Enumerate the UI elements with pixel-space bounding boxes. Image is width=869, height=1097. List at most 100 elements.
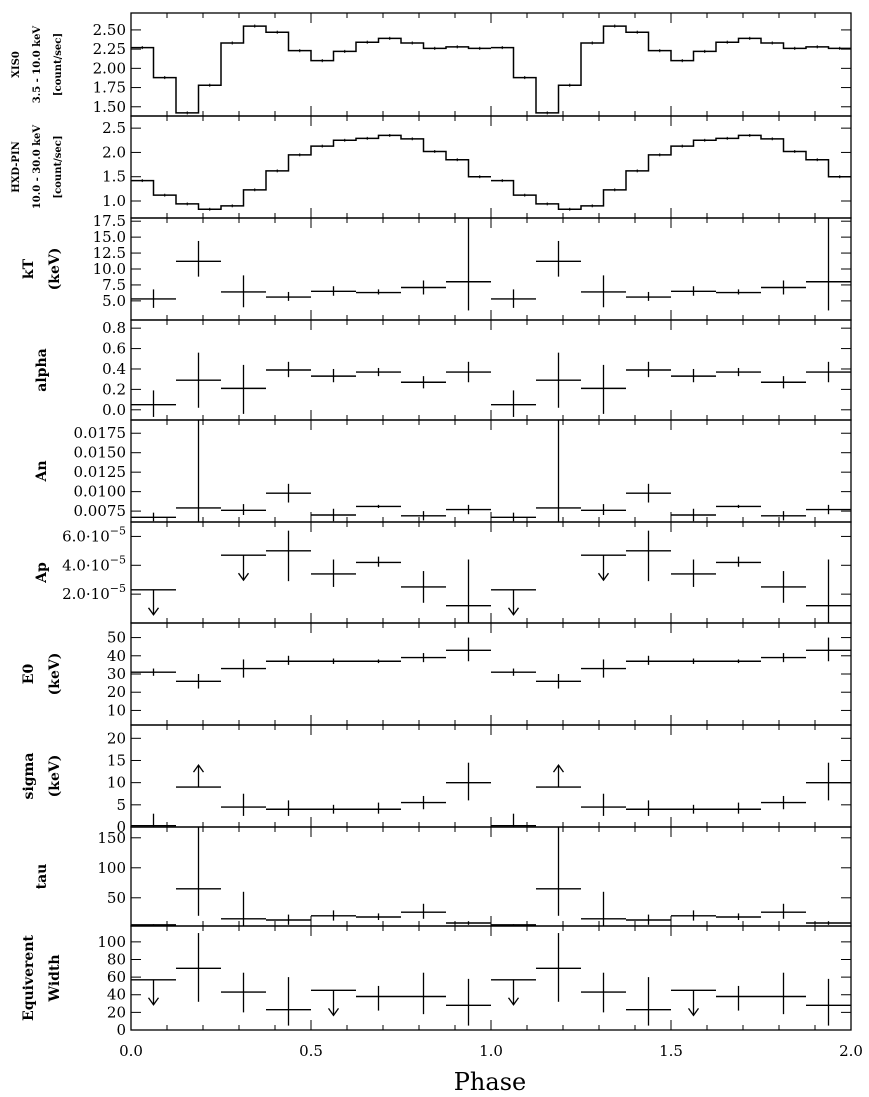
y-tick-label: 0.4 [102, 360, 126, 378]
y-tick-label: 100 [97, 859, 126, 877]
y-axis-label: (keV) [47, 755, 63, 798]
y-tick-label: 2.0·10−5 [62, 582, 126, 603]
x-tick-label: 0.5 [299, 1042, 323, 1060]
histogram-line [131, 134, 491, 211]
y-tick-label: 0.0075 [74, 502, 127, 520]
y-tick-label: 80 [107, 950, 126, 968]
panel-hxd-pin: 1.0 1.5 2.0 2.5 HXD-PIN 10.0 - 30.0 keV [count… [11, 115, 852, 219]
panel-alpha: 0.0 0.2 0.4 0.6 0.8 alpha [34, 319, 852, 421]
upper-limit-arrowhead [147, 607, 160, 616]
y-tick-label: 1.75 [93, 79, 126, 97]
upper-limit-arrowhead [327, 1007, 340, 1017]
y-tick-label: 15.0 [93, 228, 126, 246]
y-axis-label: sigma [21, 753, 37, 800]
upper-limit-arrowhead [507, 997, 520, 1006]
y-tick-label: 0.0150 [74, 444, 127, 462]
y-tick-label: 1.0 [102, 192, 126, 210]
y-tick-label: 0.0175 [74, 424, 127, 442]
y-axis-label: [count/sec] [53, 33, 64, 96]
histogram-line [491, 25, 851, 114]
y-tick-label: 10 [107, 701, 126, 719]
x-tick-label: 0.0 [119, 1042, 143, 1060]
y-axis-label: An [34, 460, 50, 482]
y-tick-label: 1.50 [93, 98, 126, 116]
y-axis-label: 3.5 - 10.0 keV [32, 26, 43, 104]
lower-limit-arrowhead [192, 763, 205, 773]
y-tick-label: 50 [107, 629, 126, 647]
y-axis-label: tau [34, 864, 50, 890]
y-tick-label: 2.00 [93, 59, 126, 77]
y-tick-label: 20 [107, 1003, 126, 1021]
y-tick-label: 7.5 [102, 276, 126, 294]
y-axis-label: alpha [34, 348, 50, 391]
panel-Ap: 2.0·10−5 4.0·10−5 6.0·10−5 Ap [34, 521, 852, 624]
y-tick-label: 30 [107, 665, 126, 683]
panel-frame [130, 115, 852, 219]
y-tick-label: 2.25 [93, 40, 126, 58]
histogram-line [131, 25, 491, 114]
panel-frame [130, 217, 852, 321]
panel-frame [130, 622, 852, 726]
x-axis: 0.0 0.5 1.0 1.5 2.0 [119, 1042, 863, 1060]
y-axis-label: (keV) [47, 653, 63, 696]
upper-limit-arrowhead [687, 1007, 700, 1017]
upper-limit-arrowhead [597, 572, 610, 582]
y-axis-label: kT [21, 258, 37, 279]
y-tick-label: 6.0·10−5 [62, 524, 126, 545]
y-tick-label: 17.5 [93, 212, 126, 230]
y-tick-label: 0.2 [102, 380, 126, 398]
y-tick-label: 5 [116, 796, 126, 814]
panel-frame [130, 724, 852, 828]
y-tick-label: 150 [97, 829, 126, 847]
y-tick-label: 20 [107, 683, 126, 701]
panel-frame [130, 925, 852, 1031]
y-tick-label: 10 [107, 774, 126, 792]
y-tick-label: 0 [116, 818, 126, 836]
y-axis-label: Ap [34, 562, 50, 584]
panel-frame [130, 826, 852, 927]
y-tick-label: 10.0 [93, 260, 126, 278]
y-tick-label: 15 [107, 751, 126, 769]
x-axis-title: Phase [454, 1068, 526, 1096]
upper-limit-arrowhead [507, 607, 520, 616]
y-axis-label: XIS0 [11, 51, 22, 78]
y-tick-label: 50 [107, 889, 126, 907]
panel-frame [130, 521, 852, 624]
y-tick-label: 0.6 [102, 340, 126, 358]
y-axis-label: (keV) [47, 248, 63, 291]
y-tick-label: 5.0 [102, 292, 126, 310]
y-tick-label: 0.0125 [74, 463, 127, 481]
upper-limit-arrowhead [237, 572, 250, 582]
panel-kT: 5.07.510.012.515.017.5 kT (keV) [21, 212, 852, 321]
y-tick-label: 40 [107, 986, 126, 1004]
y-axis-label: E0 [21, 664, 37, 685]
lower-limit-arrowhead [552, 763, 565, 773]
y-axis-label: [count/sec] [53, 135, 64, 198]
histogram-line [491, 134, 851, 211]
x-tick-label: 1.0 [479, 1042, 503, 1060]
panel-xis0: 1.501.75 2.002.252.50 XIS0 3.5 - 10.0 keV [c… [11, 12, 852, 117]
y-tick-label: 1.5 [102, 168, 126, 186]
y-tick-label: 20 [107, 729, 126, 747]
y-tick-label: 12.5 [93, 244, 126, 262]
x-tick-label: 2.0 [839, 1042, 863, 1060]
y-tick-label: 100 [97, 933, 126, 951]
y-axis-label: Equiverent [21, 935, 37, 1021]
y-axis-label: HXD-PIN [11, 141, 22, 193]
y-axis-label: 10.0 - 30.0 keV [32, 125, 43, 210]
y-tick-label: 60 [107, 968, 126, 986]
y-tick-label: 2.5 [102, 119, 126, 137]
panel-sigma: 0 5 10 15 20 sigma (keV) [21, 724, 852, 836]
upper-limit-arrowhead [147, 997, 160, 1006]
y-tick-label: 0.8 [102, 319, 126, 337]
x-tick-label: 1.5 [659, 1042, 683, 1060]
y-tick-label: 4.0·10−5 [62, 553, 126, 574]
y-tick-label: 0.0 [102, 401, 126, 419]
y-tick-label: 0 [116, 1021, 126, 1039]
y-tick-label: 2.0 [102, 143, 126, 161]
